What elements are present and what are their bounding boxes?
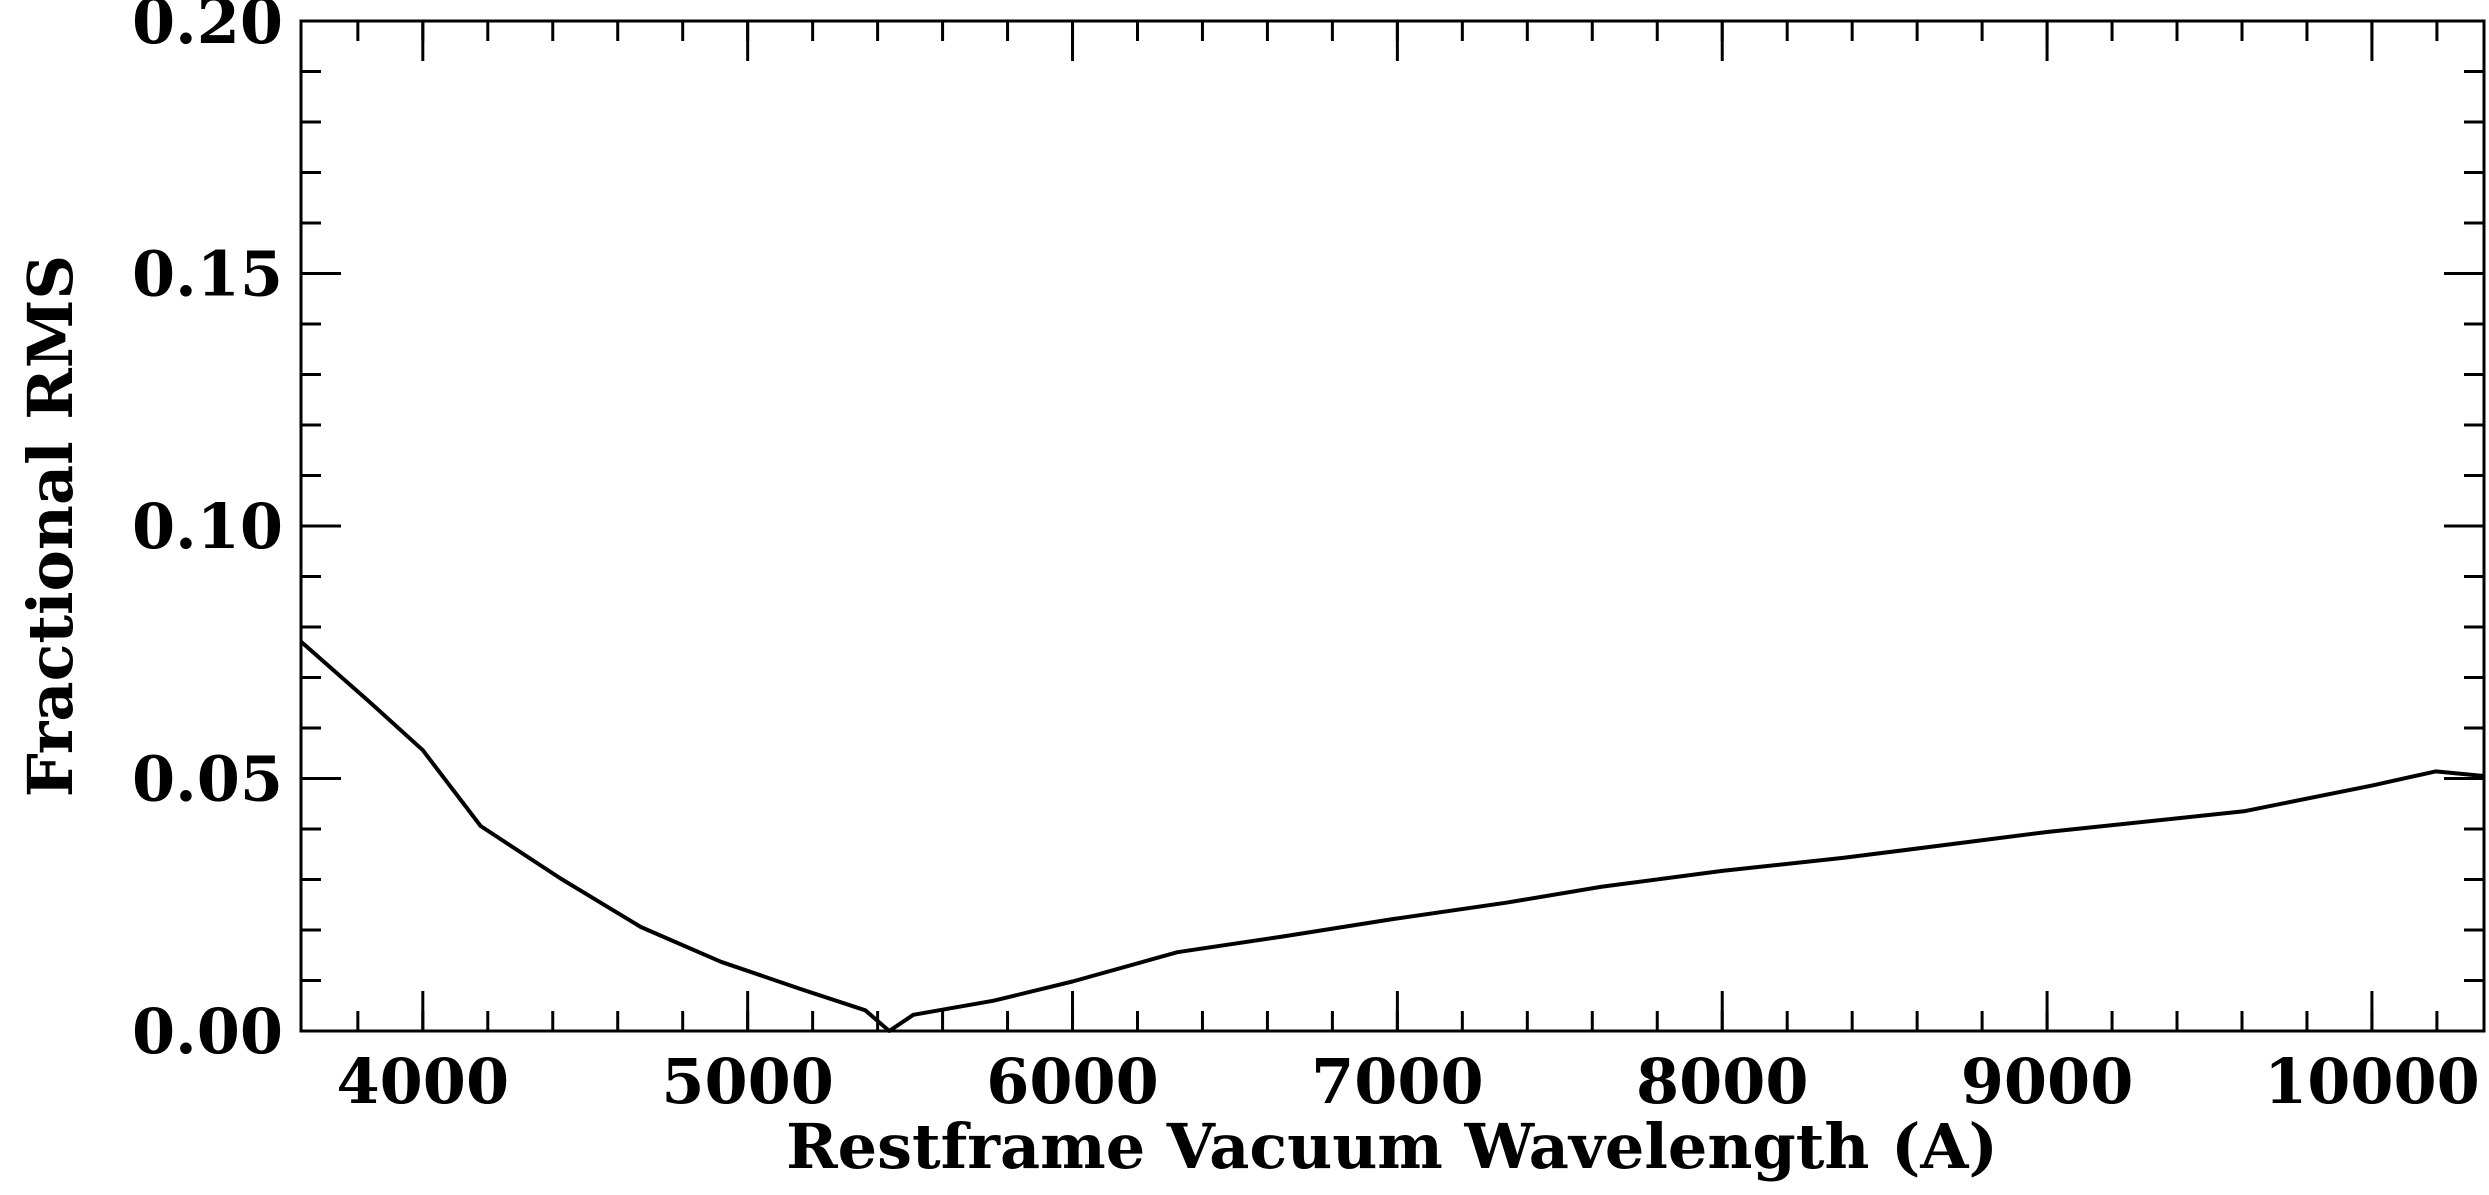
y-tick-label: 0.00 bbox=[132, 995, 283, 1068]
x-tick-label: 8000 bbox=[1636, 1045, 1809, 1118]
y-tick-label: 0.20 bbox=[132, 0, 283, 58]
x-tick-label: 5000 bbox=[661, 1045, 834, 1118]
data-line bbox=[299, 640, 2485, 1033]
y-tick-label: 0.15 bbox=[132, 238, 283, 311]
x-axis-label: Restframe Vacuum Wavelength (A) bbox=[786, 1110, 1998, 1183]
x-tick-label: 9000 bbox=[1961, 1045, 2134, 1118]
x-tick-label: 10000 bbox=[2264, 1045, 2480, 1118]
x-tick-label: 4000 bbox=[337, 1045, 510, 1118]
x-tick-label: 6000 bbox=[986, 1045, 1159, 1118]
plot-frame bbox=[299, 19, 2486, 1033]
y-tick-label: 0.05 bbox=[132, 743, 283, 816]
y-tick-label: 0.10 bbox=[132, 490, 283, 563]
y-axis-label: Fractional RMS bbox=[14, 255, 87, 797]
x-tick-label: 7000 bbox=[1311, 1045, 1484, 1118]
